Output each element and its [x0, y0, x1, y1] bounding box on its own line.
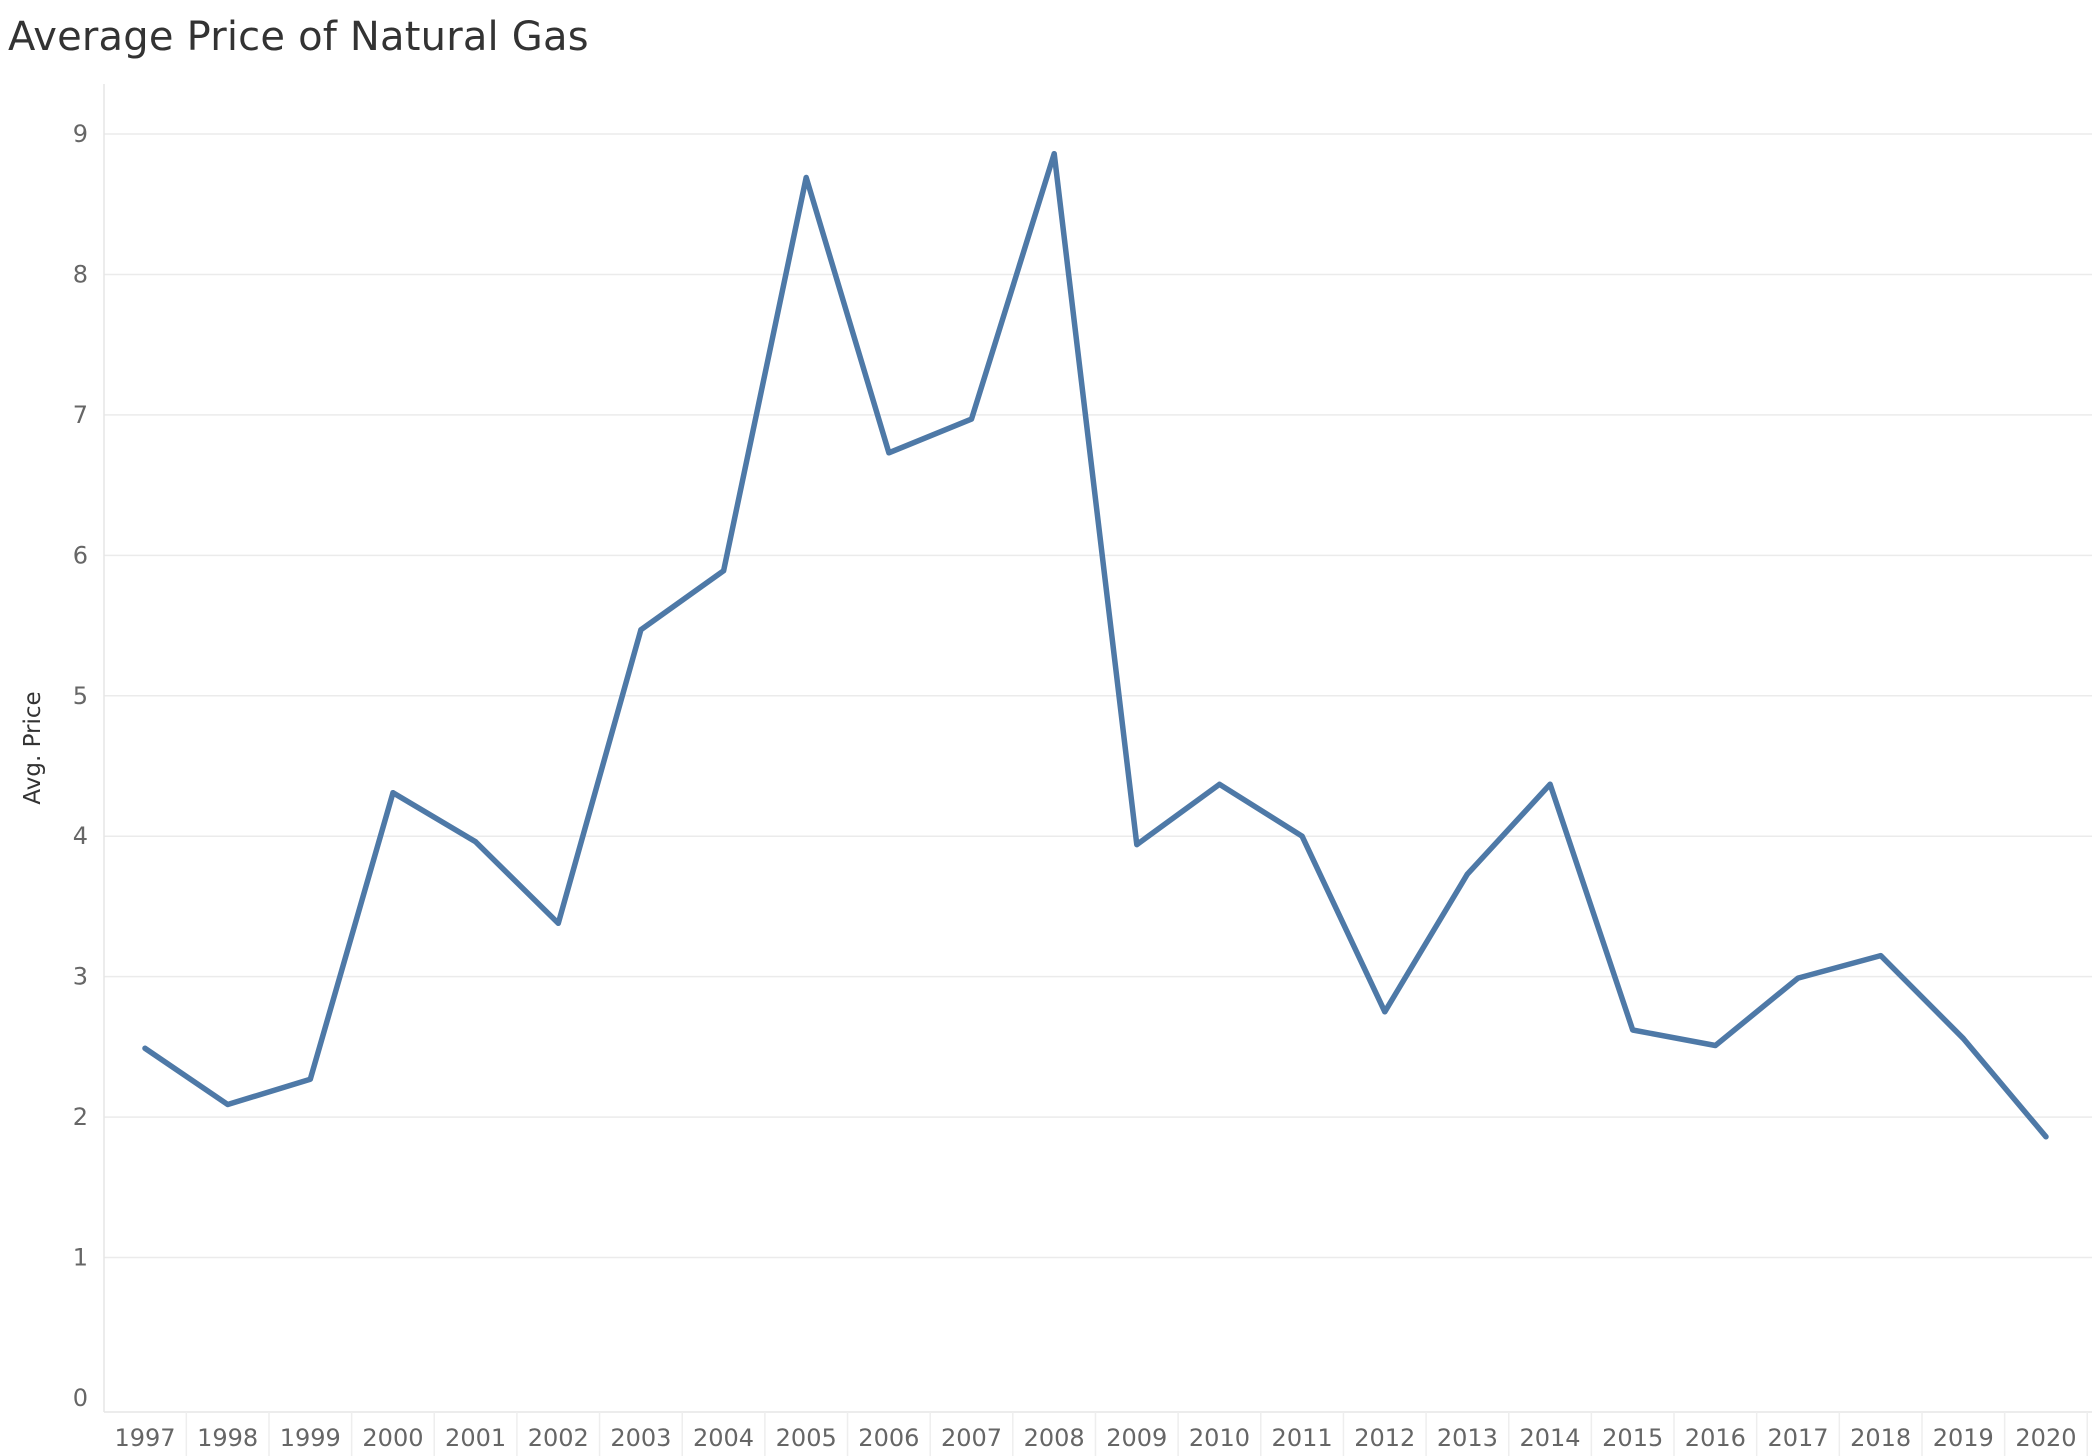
data-point	[1134, 842, 1140, 848]
data-point	[307, 1076, 313, 1082]
x-tick-label: 2009	[1106, 1424, 1167, 1452]
x-tick-label: 1998	[197, 1424, 258, 1452]
data-point	[886, 450, 892, 456]
data-point	[1464, 871, 1470, 877]
x-tick-label: 2003	[610, 1424, 671, 1452]
data-point	[1382, 1009, 1388, 1015]
y-tick-label: 3	[73, 963, 88, 991]
data-point	[969, 416, 974, 422]
x-tick-label: 2013	[1437, 1424, 1498, 1452]
data-point	[2043, 1134, 2049, 1140]
x-tick-label: 2006	[858, 1424, 919, 1452]
x-tick-label: 2011	[1272, 1424, 1333, 1452]
y-tick-label: 8	[73, 260, 88, 288]
y-tick-label: 0	[73, 1384, 88, 1412]
data-point	[142, 1045, 148, 1051]
axes	[103, 84, 2092, 1413]
y-tick-label: 5	[73, 682, 88, 710]
x-tick-label: 2014	[1520, 1424, 1581, 1452]
data-point	[638, 627, 644, 633]
data-point	[803, 175, 809, 181]
x-axis-ticks: 1997 1998 1999 2000 2001 2002 2003 2004 2005 2006…	[114, 1412, 2089, 1456]
x-tick-label: 2007	[941, 1424, 1002, 1452]
data-point	[1216, 781, 1222, 787]
x-tick-label: 1999	[280, 1424, 341, 1452]
x-tick-label: 2001	[445, 1424, 506, 1452]
y-tick-label: 6	[73, 541, 88, 569]
data-point	[1795, 975, 1801, 981]
y-tick-label: 2	[73, 1103, 88, 1131]
x-tick-label: 1997	[114, 1424, 175, 1452]
data-point	[1299, 833, 1305, 839]
x-tick-label: 2002	[528, 1424, 589, 1452]
x-tick-label: 2016	[1685, 1424, 1746, 1452]
x-tick-label: 2005	[776, 1424, 837, 1452]
x-tick-label: 2008	[1024, 1424, 1085, 1452]
x-tick-label: 2010	[1189, 1424, 1250, 1452]
data-point	[1630, 1027, 1636, 1033]
x-tick-label: 2012	[1354, 1424, 1415, 1452]
data-point	[225, 1101, 231, 1107]
data-point	[473, 839, 479, 845]
x-tick-label: 2017	[1767, 1424, 1828, 1452]
data-point	[1051, 151, 1057, 157]
y-axis-ticks: 0 1 2 3 4 5 6 7 8 9	[73, 120, 88, 1412]
y-axis-title: Avg. Price	[20, 691, 46, 804]
gridlines	[104, 133, 2092, 1259]
data-point	[1547, 781, 1553, 787]
x-tick-label: 2019	[1933, 1424, 1994, 1452]
chart-title: Average Price of Natural Gas	[8, 14, 589, 60]
y-tick-label: 9	[73, 120, 88, 148]
y-tick-label: 4	[73, 822, 88, 850]
series-layer	[142, 150, 2049, 1140]
series-line	[142, 150, 2049, 1140]
data-point	[390, 790, 396, 796]
x-tick-label: 2020	[2015, 1424, 2076, 1452]
data-point	[1878, 953, 1884, 959]
x-tick-label: 2004	[693, 1424, 754, 1452]
y-tick-label: 1	[73, 1244, 88, 1272]
x-tick-label: 2018	[1850, 1424, 1911, 1452]
y-tick-label: 7	[73, 401, 88, 429]
data-point	[555, 920, 561, 926]
data-point	[721, 568, 727, 574]
data-point	[1712, 1042, 1718, 1048]
x-tick-label: 2000	[362, 1424, 423, 1452]
data-point	[1960, 1035, 1966, 1041]
x-tick-label: 2015	[1602, 1424, 1663, 1452]
